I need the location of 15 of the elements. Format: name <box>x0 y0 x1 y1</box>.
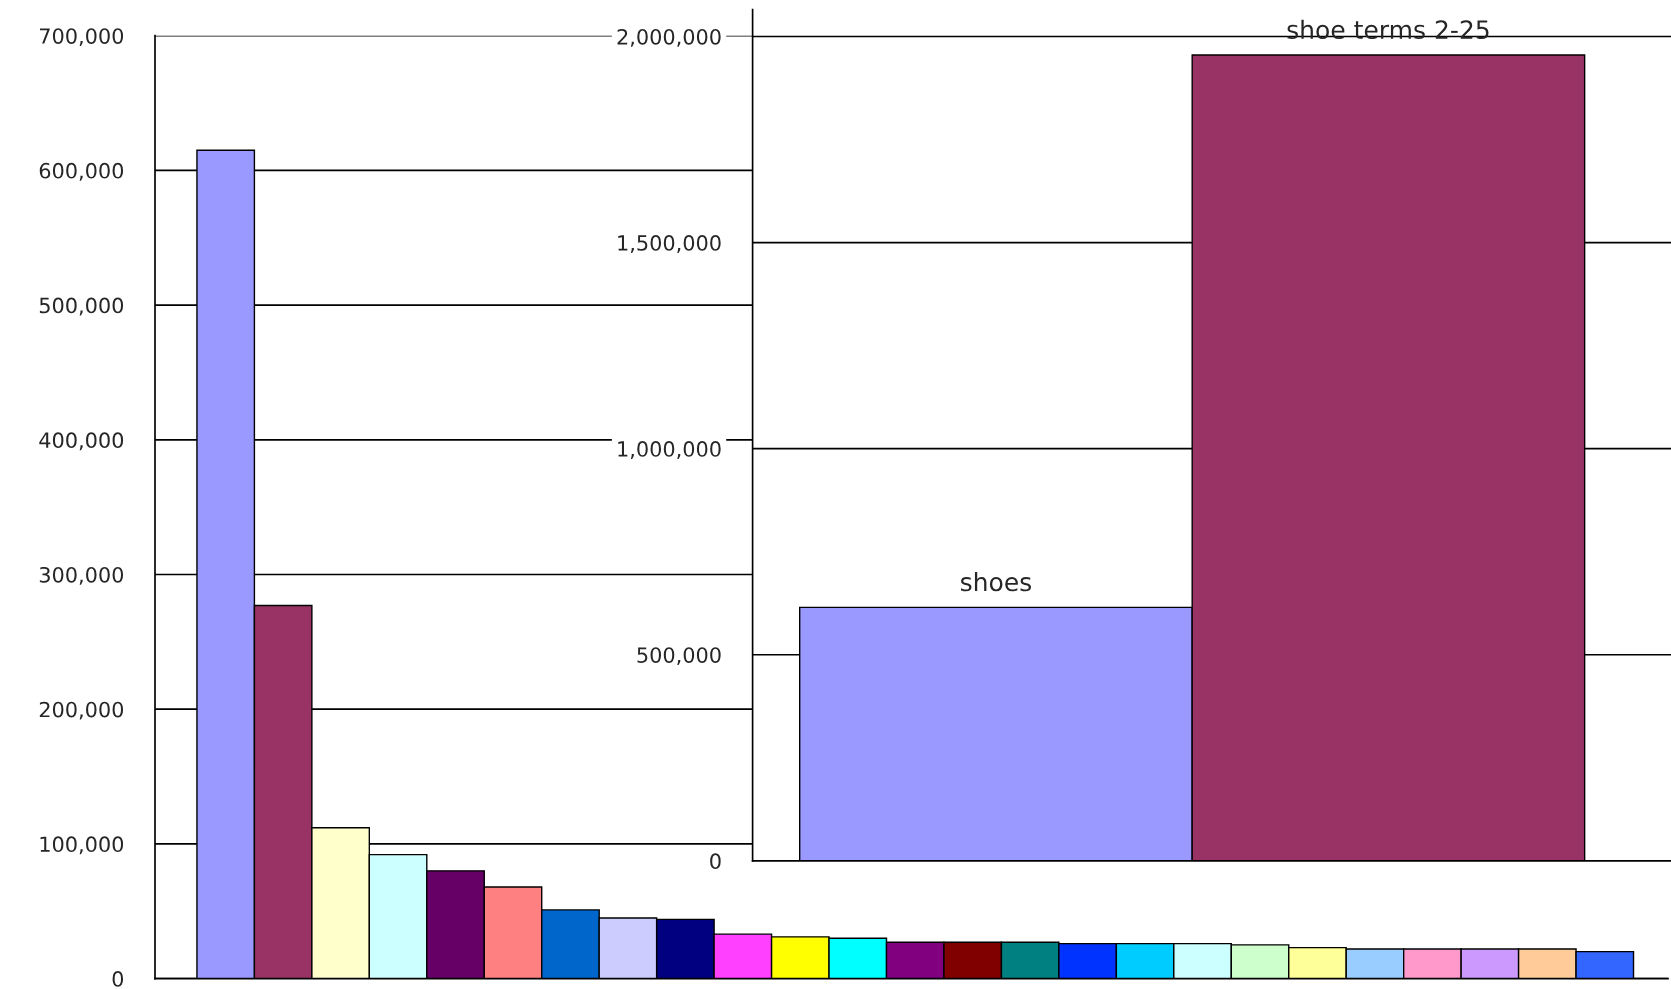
y-tick-label: 700,000 <box>40 28 124 47</box>
y-tick-label: 100,000 <box>40 836 124 855</box>
x-tick-label: shoe terms 2-25 <box>1287 19 1489 40</box>
y-tick-label: 0 <box>710 853 721 870</box>
y-tick-label: 200,000 <box>39 701 124 720</box>
x-tick-label: shoes <box>961 572 1031 592</box>
y-tick-label: 2,000,000 <box>617 28 721 47</box>
y-tick-label: 300,000 <box>39 566 124 585</box>
y-tick-label: 600,000 <box>39 162 124 181</box>
y-tick-label: 1,500,000 <box>618 235 721 253</box>
y-tick-label: 500,000 <box>637 647 721 666</box>
y-tick-label: 0 <box>112 971 124 987</box>
y-tick-label: 400,000 <box>39 432 124 451</box>
y-tick-label: 1,000,000 <box>618 441 721 459</box>
y-tick-label: 500,000 <box>39 297 124 316</box>
